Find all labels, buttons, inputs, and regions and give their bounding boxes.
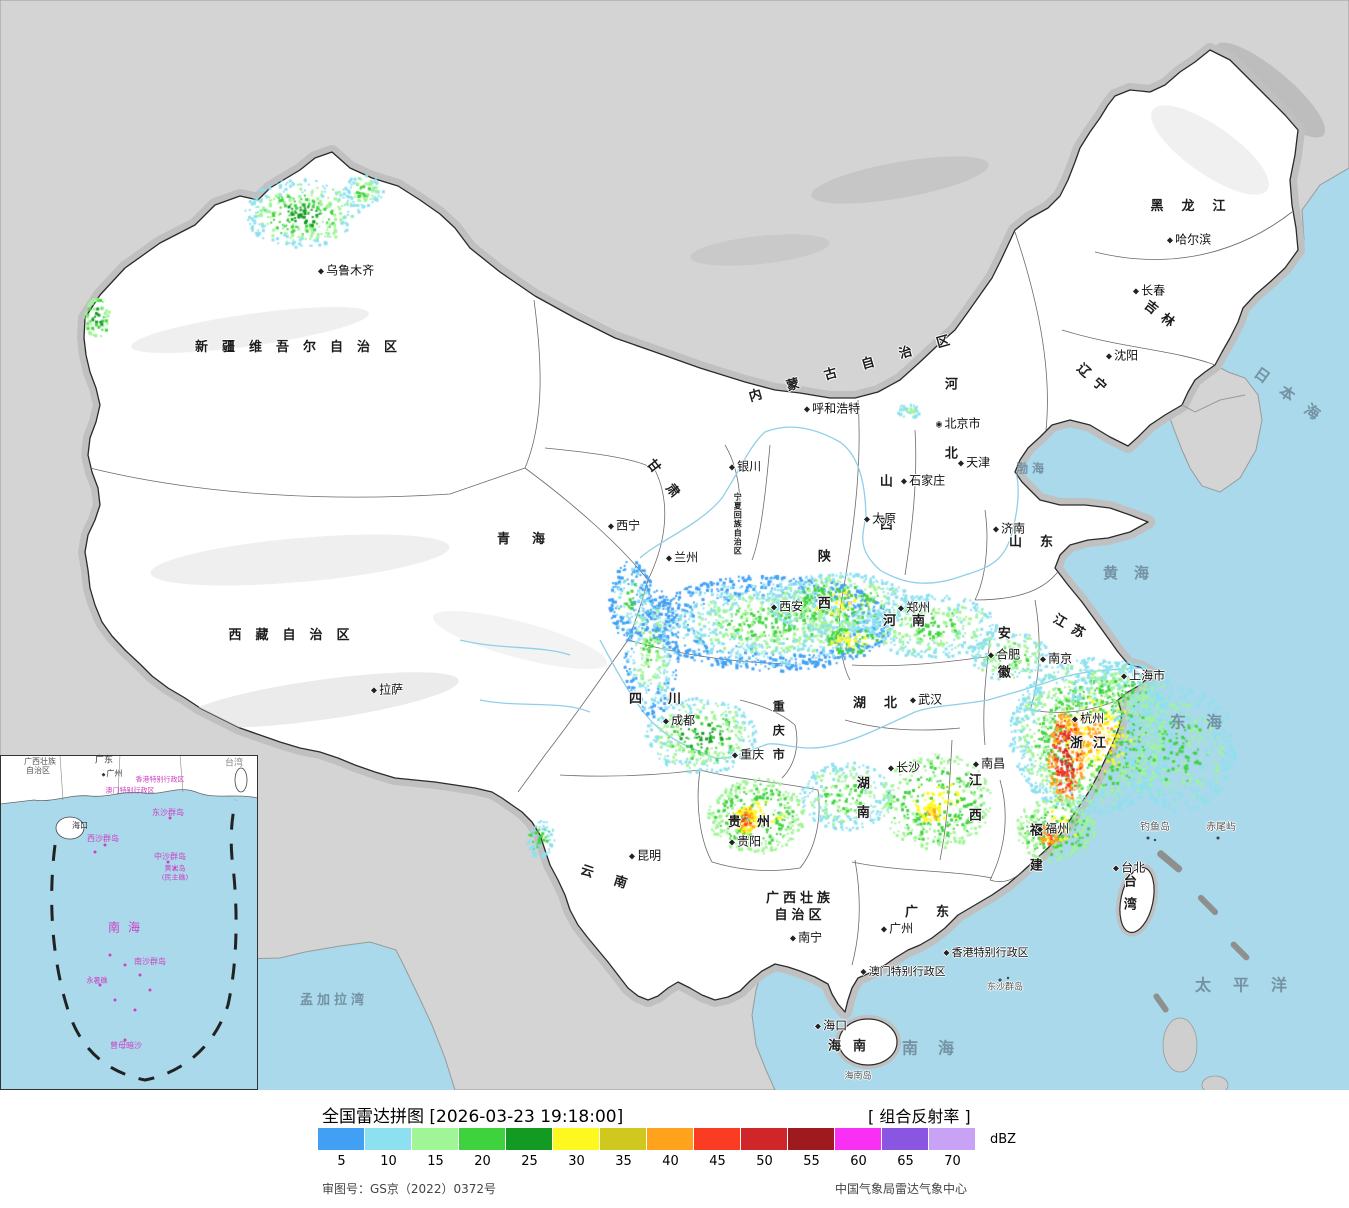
nine-dash-line [50,799,238,1082]
colorbar-tick: 30 [568,1154,585,1169]
inset-frame [0,755,258,1090]
colorbar-tick: 25 [521,1154,538,1169]
map-title: 全国雷达拼图 [2026-03-23 19:18:00] [322,1107,624,1127]
colorbar-tick: 5 [337,1154,346,1169]
colorbar-segment [694,1128,741,1150]
colorbar-tick: 45 [709,1154,726,1169]
colorbar-segment [459,1128,506,1150]
colorbar-tick: 40 [662,1154,679,1169]
inset-island-dots [93,816,177,1042]
colorbar-ticks: 5 10 15 20 25 30 35 40 45 50 55 60 65 70 [318,1154,976,1169]
colorbar-tick: 35 [615,1154,632,1169]
colorbar-segment [506,1128,553,1150]
colorbar-tick: 20 [474,1154,491,1169]
product-label: [ 组合反射率 ] [868,1107,971,1126]
inset-borders [59,755,184,801]
colorbar-segment [741,1128,788,1150]
colorbar-segment [600,1128,647,1150]
unit-label: dBZ [990,1132,1017,1147]
colorbar-segment [835,1128,882,1150]
colorbar-segment [412,1128,459,1150]
colorbar [318,1128,976,1150]
colorbar-tick: 50 [756,1154,773,1169]
data-source: 中国气象局雷达气象中心 [835,1182,968,1196]
colorbar-segment [647,1128,694,1150]
colorbar-segment [882,1128,929,1150]
colorbar-segment [318,1128,365,1150]
colorbar-tick: 65 [897,1154,914,1169]
colorbar-segment [788,1128,835,1150]
map-area: 新疆维吾尔自治区 西藏自治区 青海 甘肃 内蒙古自治区 黑龙江 吉林 辽宁 河北 山西 山东 陕西 河南… [0,0,1349,1090]
colorbar-segment [365,1128,412,1150]
colorbar-tick: 55 [803,1154,820,1169]
approval-number: 审图号：GS京（2022）0372号 [322,1182,496,1196]
colorbar-segment [929,1128,976,1150]
colorbar-tick: 70 [944,1154,961,1169]
south-china-sea-inset [0,755,258,1090]
inset-taiwan [234,767,248,793]
inset-mainland [0,755,258,805]
colorbar-tick: 60 [850,1154,867,1169]
colorbar-tick: 10 [380,1154,397,1169]
colorbar-tick: 15 [427,1154,444,1169]
legend-panel: 全国雷达拼图 [2026-03-23 19:18:00] [ 组合反射率 ] d… [0,1090,1349,1208]
inset-hainan [55,816,85,840]
colorbar-segment [553,1128,600,1150]
inset-sea [0,755,258,1090]
